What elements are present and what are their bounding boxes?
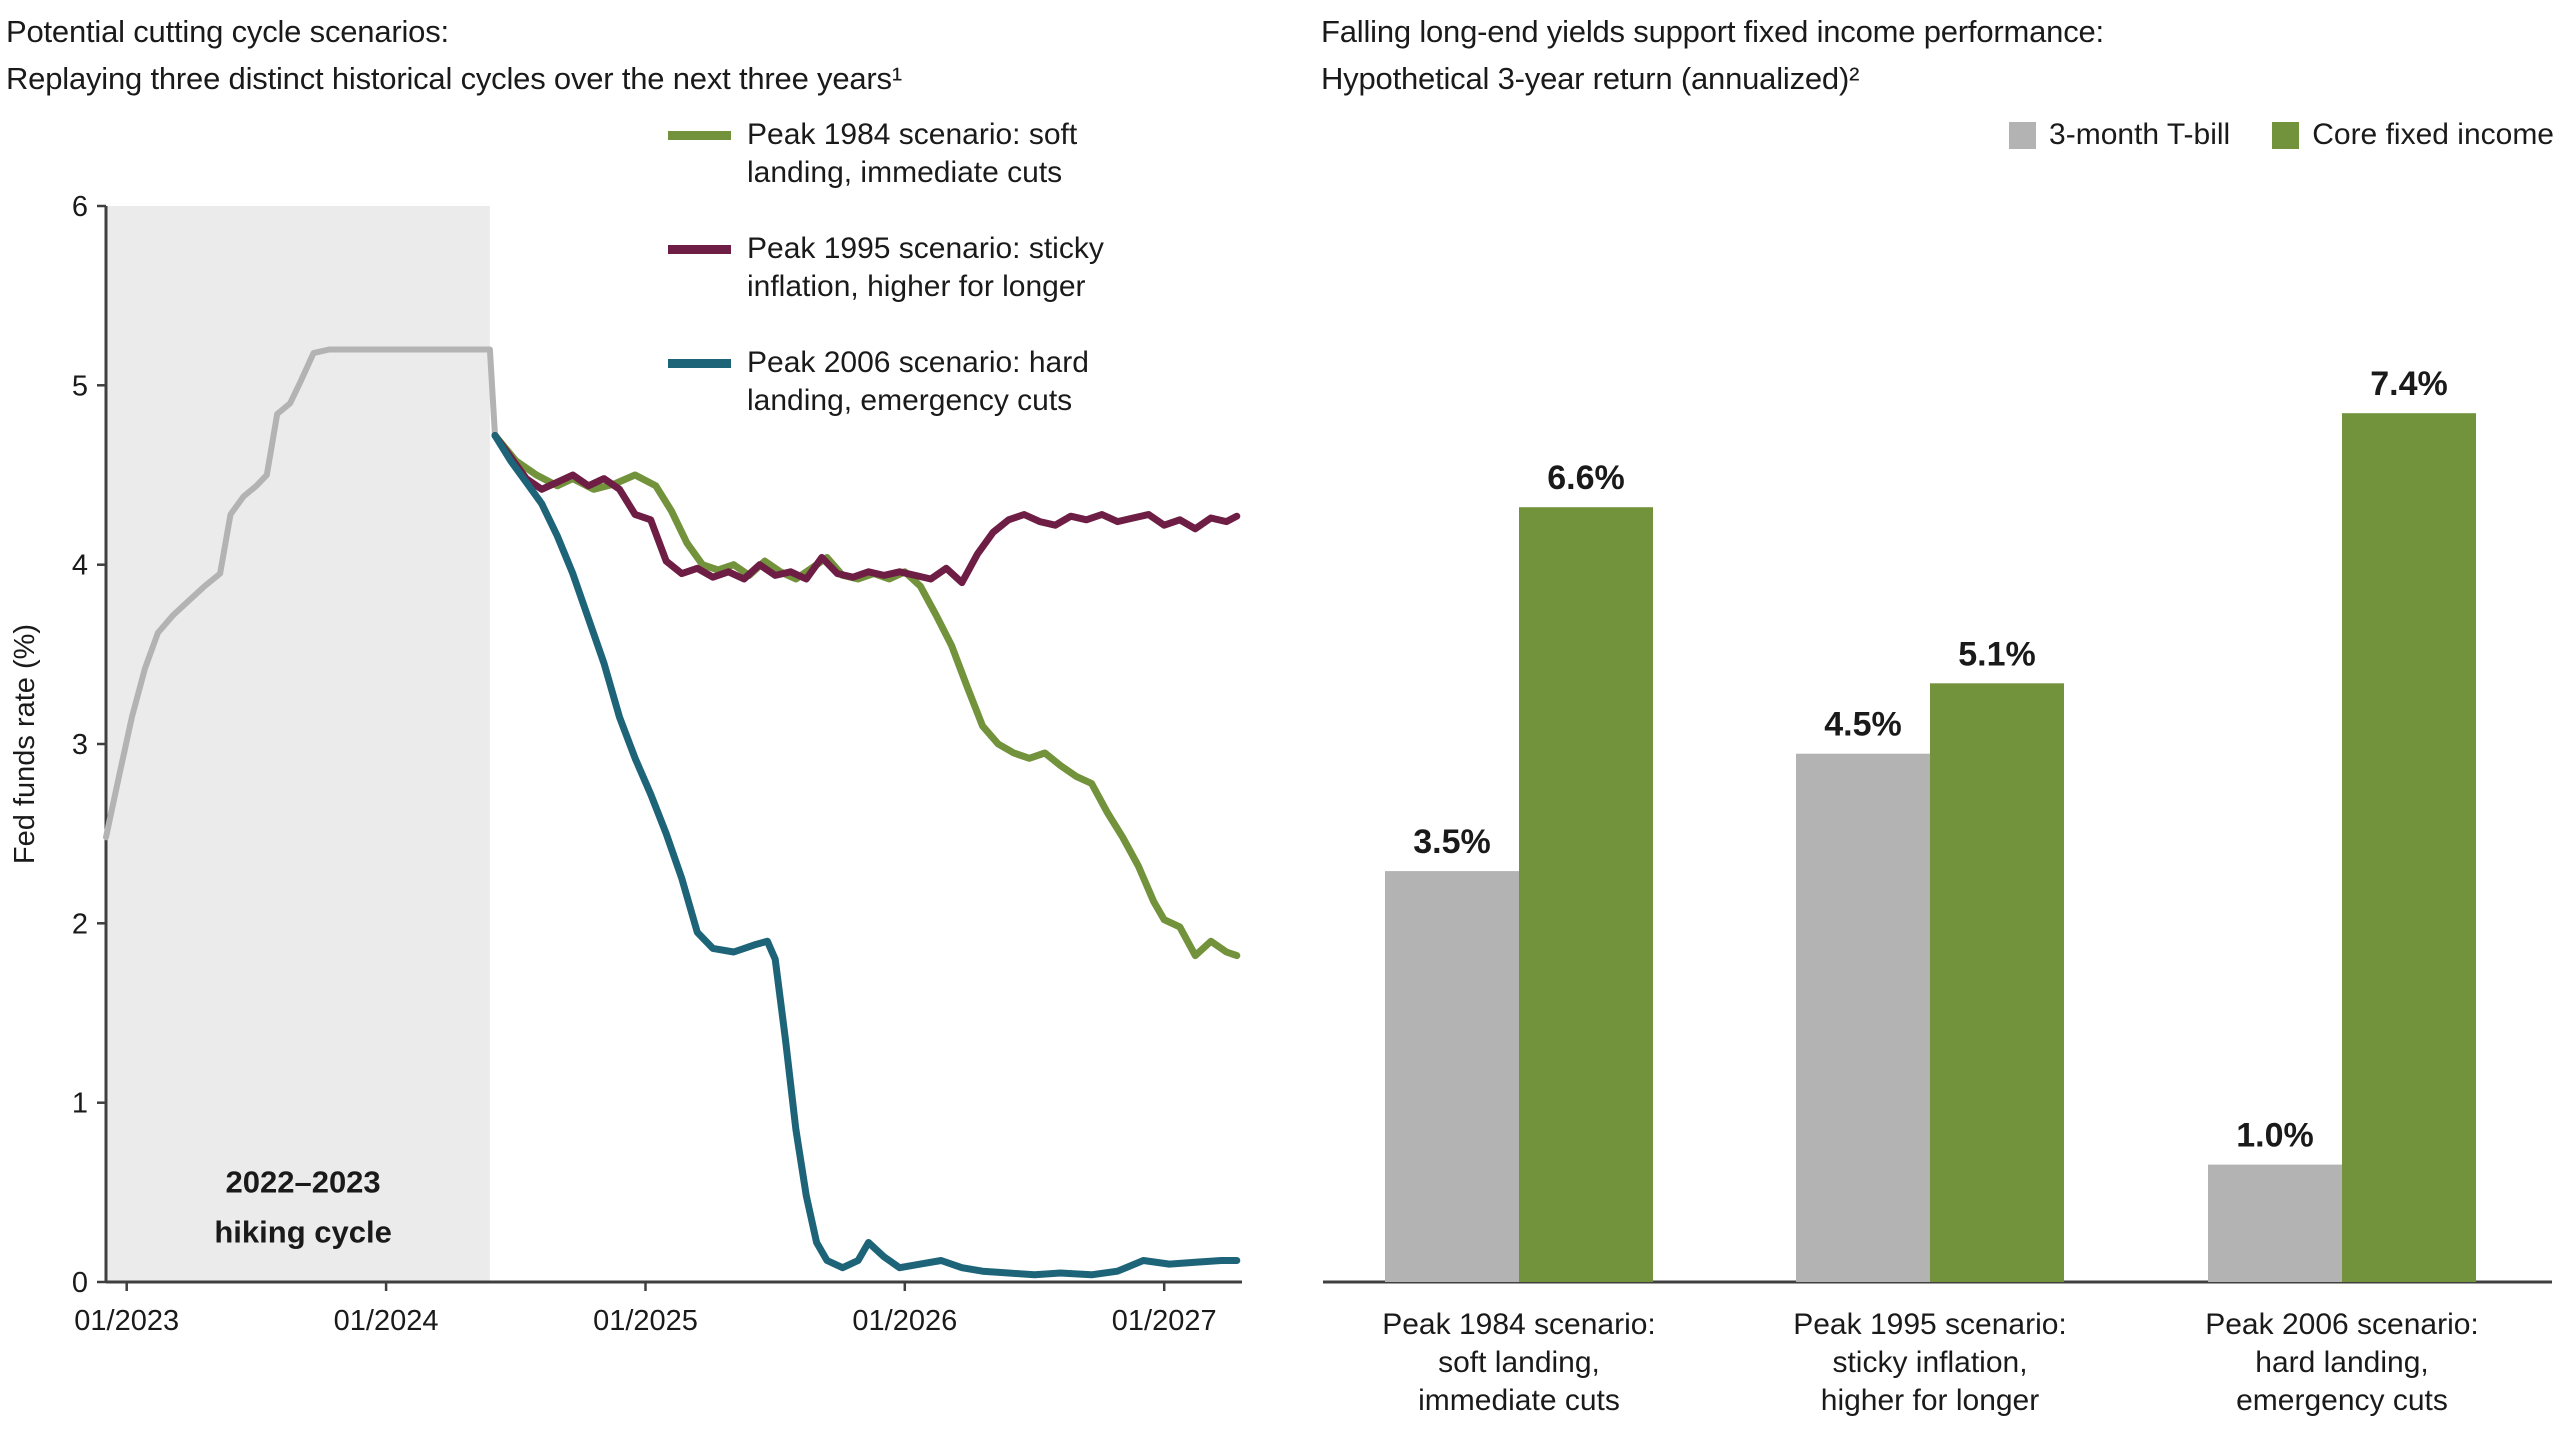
- bar-2-1: [1796, 753, 1930, 1282]
- hiking-cycle-shaded-region: [106, 206, 490, 1282]
- series-line-1: [491, 432, 1241, 960]
- bar-category-label-line2: hard landing,: [2255, 1346, 2428, 1379]
- bar-chart-legend: 3-month T-bill Core fixed income: [2009, 118, 2554, 152]
- line-legend-swatch: [668, 131, 731, 140]
- line-chart-title-line2: Replaying three distinct historical cycl…: [6, 61, 902, 96]
- line-chart-title: Potential cutting cycle scenarios: Repla…: [6, 8, 902, 102]
- bar-category-label-line3: higher for longer: [1821, 1384, 2039, 1417]
- bar-1-2: [1519, 507, 1653, 1282]
- y-tick-label: 6: [72, 191, 88, 223]
- y-tick-label: 3: [72, 729, 88, 761]
- bar-chart-title-line2: Hypothetical 3-year return (annualized)²: [1321, 61, 1860, 96]
- line-chart-title-line1: Potential cutting cycle scenarios:: [6, 14, 449, 49]
- bar-legend-label: 3-month T-bill: [2049, 118, 2231, 151]
- line-legend-label: Peak 1984 scenario: soft landing, immedi…: [747, 118, 1078, 189]
- y-tick-label: 5: [72, 370, 88, 402]
- bar-legend-swatch: [2272, 121, 2300, 149]
- panel-bar-chart: Falling long-end yields support fixed in…: [1315, 0, 2560, 1440]
- y-tick-label: 2: [72, 908, 88, 940]
- bar-category-label-line3: immediate cuts: [1418, 1384, 1620, 1417]
- bar-category-label-line1: Peak 1995 scenario:: [1793, 1308, 2067, 1341]
- line-legend-swatch: [668, 359, 731, 368]
- returns-bar-chart: 3.5% 6.6% Peak 1984 scenario: soft landing,…: [1323, 365, 2552, 1417]
- bar-3-2: [2342, 413, 2476, 1282]
- bar-category-label-line1: Peak 1984 scenario:: [1382, 1308, 1656, 1341]
- bar-category-label-line2: sticky inflation,: [1832, 1346, 2027, 1379]
- bar-chart-title-line1: Falling long-end yields support fixed in…: [1321, 14, 2104, 49]
- bar-category-label-line2: soft landing,: [1438, 1346, 1600, 1379]
- hiking-cycle-label-line2: hiking cycle: [214, 1215, 391, 1250]
- line-legend-label: Peak 2006 scenario: hard landing, emerge…: [747, 346, 1089, 417]
- panel-line-chart: Potential cutting cycle scenarios: Repla…: [6, 8, 1242, 1337]
- bar-chart-title: Falling long-end yields support fixed in…: [1321, 8, 2104, 102]
- x-tick-label: 01/2026: [852, 1305, 957, 1337]
- y-tick-label: 0: [72, 1267, 88, 1299]
- line-legend-swatch: [668, 245, 731, 254]
- x-tick-label: 01/2024: [334, 1305, 439, 1337]
- line-chart-legend: Peak 1984 scenario: soft landing, immedi…: [668, 116, 1149, 420]
- line-legend-entry-2: Peak 1995 scenario: sticky inflation, hi…: [668, 230, 1149, 306]
- bar-value-label: 6.6%: [1547, 459, 1625, 497]
- bar-value-label: 4.5%: [1824, 706, 1902, 744]
- bar-1-1: [1385, 871, 1519, 1282]
- bar-value-label: 5.1%: [1958, 635, 2036, 673]
- x-tick-label: 01/2027: [1112, 1305, 1217, 1337]
- bar-legend-swatch: [2009, 121, 2037, 149]
- hiking-cycle-label-line1: 2022–2023: [226, 1164, 381, 1199]
- bar-category-label-line3: emergency cuts: [2236, 1384, 2448, 1417]
- series-line-2: [491, 432, 1241, 587]
- series-line-3: [491, 432, 1241, 1279]
- bar-legend-item-1: 3-month T-bill: [2009, 118, 2230, 152]
- bar-value-label: 3.5%: [1413, 823, 1491, 861]
- bar-legend-item-2: Core fixed income: [2272, 118, 2554, 152]
- bar-2-2: [1930, 683, 2064, 1282]
- bar-value-label: 1.0%: [2236, 1117, 2314, 1155]
- bar-value-label: 7.4%: [2370, 365, 2448, 403]
- series-line-0: [103, 346, 498, 841]
- line-legend-label: Peak 1995 scenario: sticky inflation, hi…: [747, 232, 1104, 303]
- fed-funds-line-chart: 2022–2023 hiking cycle 0 1 2 3 4 5 6 01/2023 01/20…: [9, 191, 1242, 1337]
- bar-3-1: [2208, 1164, 2342, 1282]
- x-tick-label: 01/2025: [593, 1305, 698, 1337]
- bar-legend-label: Core fixed income: [2312, 118, 2554, 151]
- line-legend-entry-3: Peak 2006 scenario: hard landing, emerge…: [668, 344, 1149, 420]
- x-tick-label: 01/2023: [74, 1305, 179, 1337]
- y-axis-title: Fed funds rate (%): [9, 624, 41, 864]
- y-tick-label: 1: [72, 1088, 88, 1120]
- line-legend-entry-1: Peak 1984 scenario: soft landing, immedi…: [668, 116, 1149, 192]
- y-tick-label: 4: [72, 550, 88, 582]
- bar-category-label-line1: Peak 2006 scenario:: [2205, 1308, 2479, 1341]
